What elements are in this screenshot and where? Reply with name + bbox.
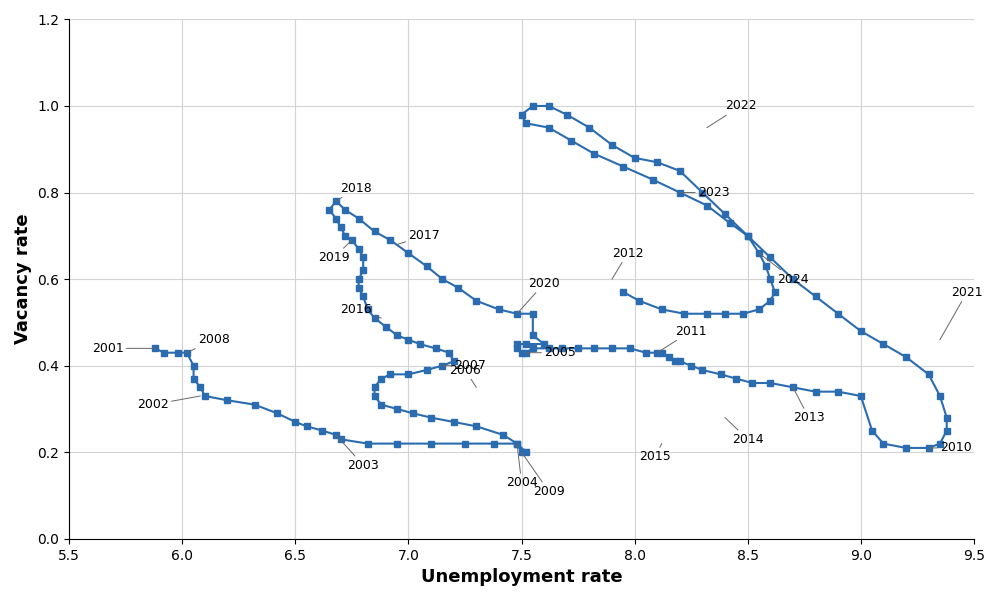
- Text: 2023: 2023: [680, 186, 730, 199]
- Text: 2018: 2018: [336, 182, 372, 201]
- Text: 2015: 2015: [639, 443, 671, 463]
- Text: 2011: 2011: [657, 325, 707, 353]
- Text: 2001: 2001: [92, 342, 155, 355]
- Text: 2009: 2009: [522, 452, 565, 498]
- Text: 2005: 2005: [526, 346, 576, 359]
- Text: 2003: 2003: [336, 435, 379, 472]
- Text: 2012: 2012: [612, 247, 644, 279]
- Text: 2006: 2006: [449, 364, 481, 388]
- Text: 2014: 2014: [725, 418, 763, 446]
- Text: 2022: 2022: [707, 100, 757, 128]
- Text: 2002: 2002: [137, 396, 200, 411]
- Text: 2020: 2020: [517, 277, 560, 314]
- Text: 2021: 2021: [940, 286, 983, 340]
- Text: 2008: 2008: [187, 333, 230, 353]
- Text: 2007: 2007: [442, 359, 486, 372]
- Text: 2019: 2019: [318, 240, 352, 264]
- X-axis label: Unemployment rate: Unemployment rate: [421, 568, 622, 586]
- Text: 2024: 2024: [759, 253, 809, 286]
- Y-axis label: Vacancy rate: Vacancy rate: [14, 214, 32, 344]
- Text: 2016: 2016: [341, 303, 381, 318]
- Text: 2004: 2004: [506, 443, 537, 489]
- Text: 2013: 2013: [793, 388, 825, 424]
- Text: 2017: 2017: [397, 229, 440, 244]
- Text: 2010: 2010: [929, 442, 972, 454]
